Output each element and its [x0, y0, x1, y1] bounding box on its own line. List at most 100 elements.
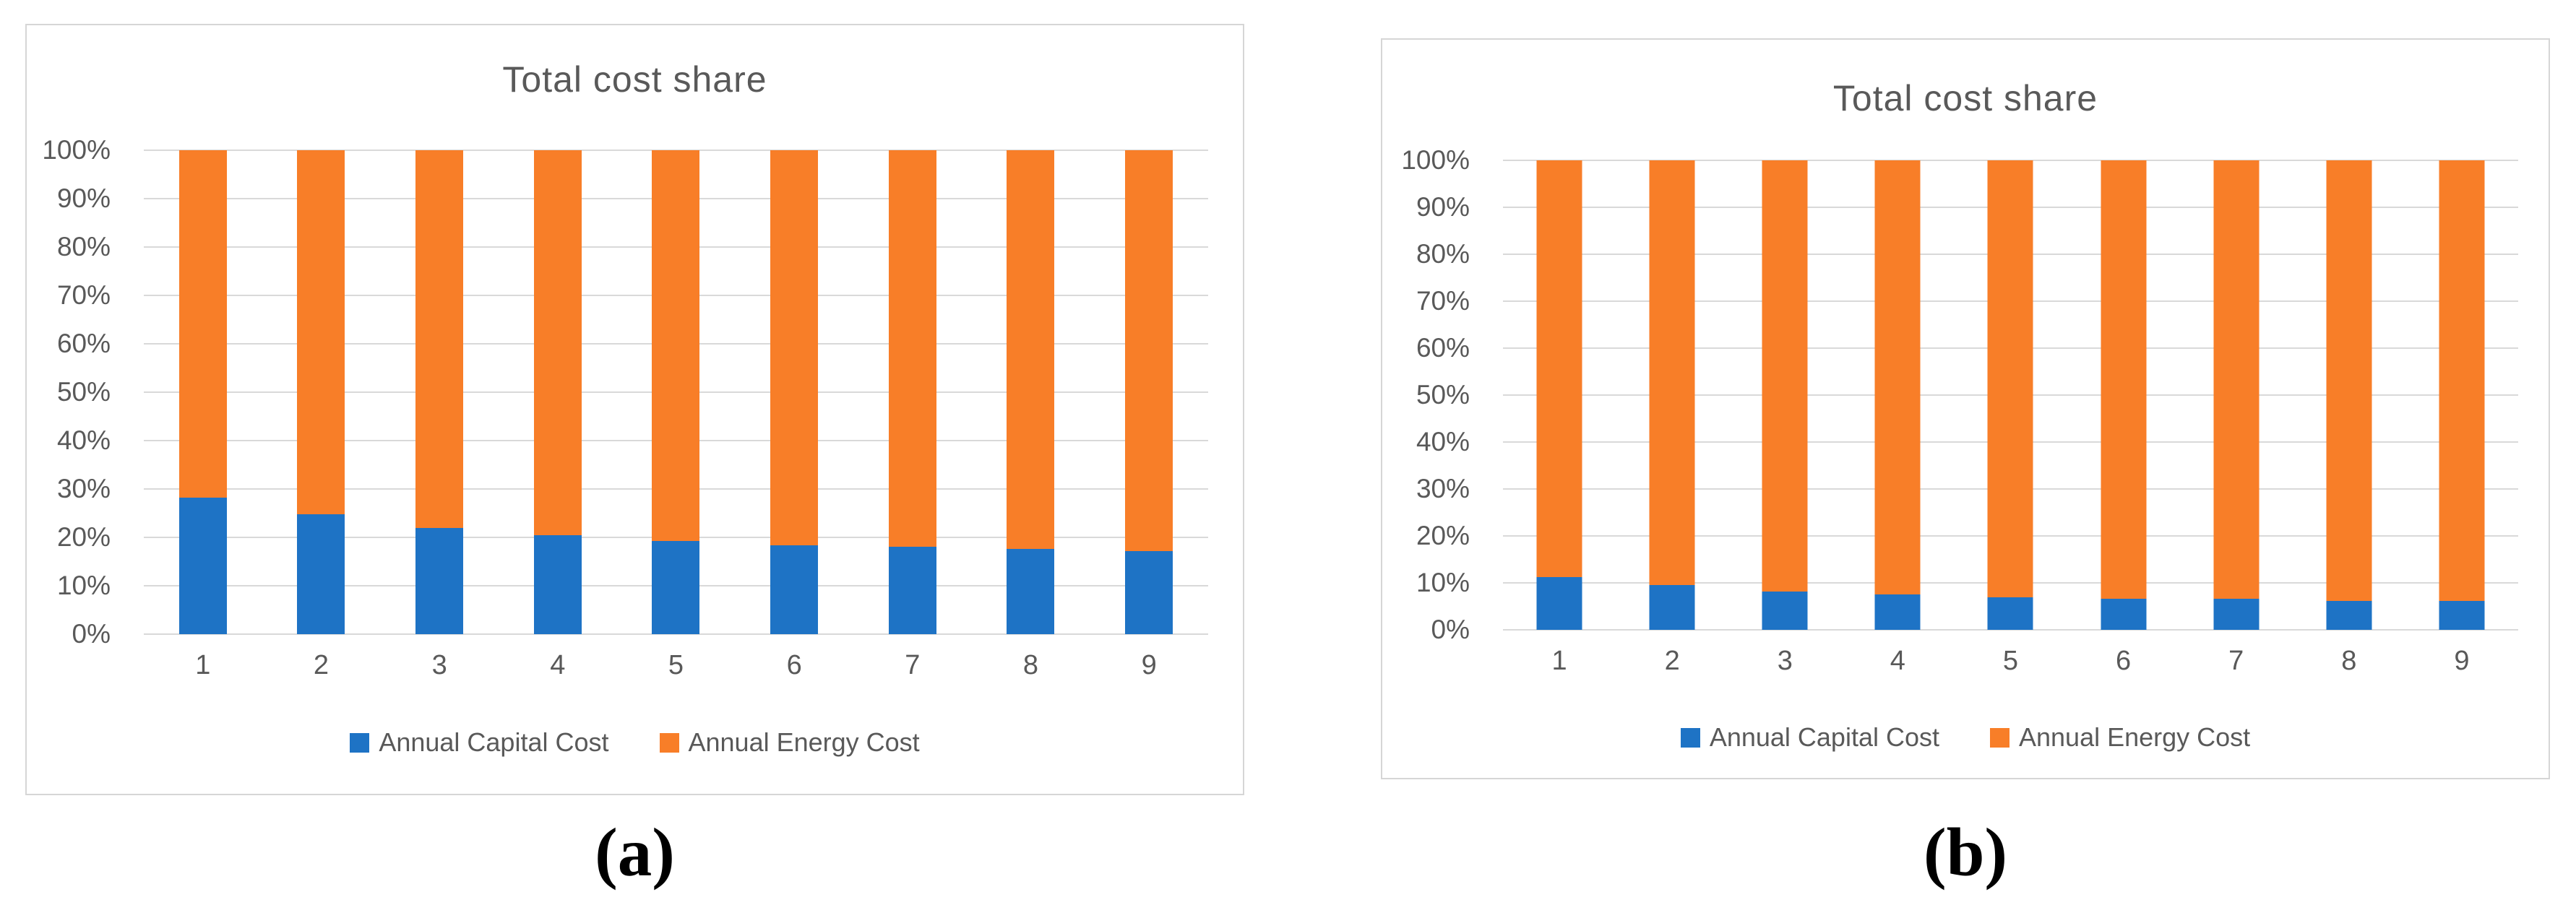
x-category-label: 7 — [905, 650, 921, 680]
stacked-bar — [1007, 150, 1055, 634]
energy-cost-segment — [652, 150, 700, 542]
capital-cost-segment — [2326, 600, 2372, 630]
y-tick-label: 50% — [56, 377, 111, 407]
energy-cost-segment — [1874, 160, 1921, 595]
x-category-label: 5 — [2002, 646, 2019, 676]
y-tick-label: 20% — [1416, 521, 1470, 550]
capital-cost-segment — [297, 514, 345, 634]
legend-label: Annual Energy Cost — [2019, 722, 2251, 752]
plot-area: 100% 90% 80% 70% 60% 50% 40% 30% 20% 10% 0% 1 2 3 4 5 6 7… — [42, 135, 1208, 680]
energy-cost-segment — [1762, 160, 1808, 592]
capital-cost-segment — [1125, 550, 1173, 634]
x-category-label: 6 — [2116, 646, 2132, 676]
y-tick-label: 70% — [1416, 286, 1470, 316]
y-tick-label: 20% — [56, 522, 111, 552]
energy-cost-segment — [178, 150, 227, 498]
chart-panel-b: Total cost share 100% 90% 80% 70% 60% 50% 40% 3… — [1381, 38, 2550, 779]
y-tick-label: 40% — [1416, 427, 1470, 456]
capital-cost-segment — [2213, 599, 2260, 630]
capital-cost-segment — [888, 547, 936, 634]
x-category-label: 2 — [313, 650, 329, 680]
x-category-label: 3 — [431, 650, 447, 680]
y-tick-label: 50% — [1416, 380, 1470, 410]
y-tick-label: 0% — [1431, 615, 1470, 644]
plot-area: 100% 90% 80% 70% 60% 50% 40% 30% 20% 10% 0% 1 2 3 4 5 6 7… — [1401, 145, 2518, 676]
bar-slot — [1616, 160, 1728, 630]
legend-label: Annual Energy Cost — [688, 727, 920, 757]
y-tick-label: 100% — [42, 135, 111, 165]
x-category-label: 1 — [1551, 646, 1567, 676]
x-category-label: 9 — [2454, 646, 2470, 676]
energy-cost-segment — [2213, 160, 2260, 599]
x-category-label: 1 — [195, 650, 211, 680]
energy-cost-segment — [297, 150, 345, 514]
bar-slot — [2180, 160, 2293, 630]
chart-title: Total cost share — [1832, 78, 2098, 118]
x-category-label: 5 — [668, 650, 684, 680]
energy-cost-segment — [2326, 160, 2372, 601]
legend-item: Annual Capital Cost — [350, 727, 609, 758]
energy-cost-segment — [1125, 150, 1173, 551]
legend-item: Annual Capital Cost — [1680, 722, 1939, 753]
y-tick-label: 80% — [1416, 239, 1470, 269]
gridline — [1503, 629, 2518, 631]
y-tick-label: 90% — [56, 183, 111, 213]
energy-cost-segment — [2439, 160, 2485, 601]
bar-slot — [972, 150, 1090, 634]
capital-cost-segment — [652, 541, 700, 634]
bar-slot — [1503, 160, 1616, 630]
capital-cost-segment — [178, 498, 227, 634]
stacked-bar — [415, 150, 464, 634]
energy-cost-segment — [1649, 160, 1695, 586]
bar-slot — [499, 150, 617, 634]
energy-cost-segment — [533, 150, 582, 535]
chart-title: Total cost share — [502, 59, 767, 100]
gridline — [144, 633, 1208, 635]
stacked-bar — [1874, 160, 1921, 630]
y-tick-label: 40% — [56, 425, 111, 455]
stacked-bar — [1987, 160, 2033, 630]
capital-cost-segment — [1874, 594, 1921, 630]
stacked-bar — [297, 150, 345, 634]
x-category-label: 2 — [1664, 646, 1680, 676]
legend-item: Annual Energy Cost — [659, 727, 920, 758]
y-tick-label: 30% — [1416, 474, 1470, 503]
energy-cost-segment — [415, 150, 464, 529]
stacked-bar — [1649, 160, 1695, 630]
capital-cost-segment — [1536, 577, 1582, 630]
subfigure-caption-a: (a) — [595, 814, 675, 891]
legend: Annual Capital Cost Annual Energy Cost — [1382, 722, 2549, 753]
bar-slot — [2293, 160, 2405, 630]
stacked-bar — [652, 150, 700, 634]
capital-cost-segment — [1649, 585, 1695, 630]
stacked-bar — [1762, 160, 1808, 630]
legend-swatch — [659, 732, 679, 753]
capital-cost-segment — [1762, 591, 1808, 630]
subfigure-caption-b: (b) — [1923, 814, 2008, 891]
bar-slot — [2067, 160, 2180, 630]
legend-item: Annual Energy Cost — [1990, 722, 2250, 753]
y-tick-label: 70% — [56, 280, 111, 310]
x-category-label: 7 — [2228, 646, 2244, 676]
y-tick-label: 60% — [1416, 333, 1470, 363]
capital-cost-segment — [2101, 599, 2147, 630]
stacked-bar — [178, 150, 227, 634]
capital-cost-segment — [770, 545, 819, 634]
legend-label: Annual Capital Cost — [379, 727, 609, 757]
y-tick-label: 30% — [56, 474, 111, 503]
energy-cost-segment — [1987, 160, 2033, 598]
bar-slot — [2405, 160, 2518, 630]
stacked-bar — [2439, 160, 2485, 630]
x-category-label: 9 — [1141, 650, 1157, 680]
stacked-bar — [2213, 160, 2260, 630]
x-category-label: 8 — [2341, 646, 2357, 676]
legend-swatch — [1990, 727, 2009, 748]
x-category-label: 4 — [1890, 646, 1905, 676]
stacked-bar — [1125, 150, 1173, 634]
y-tick-label: 60% — [56, 329, 111, 358]
bar-slot — [1841, 160, 1954, 630]
stacked-bar — [2101, 160, 2147, 630]
x-category-label: 4 — [550, 650, 566, 680]
energy-cost-segment — [888, 150, 936, 547]
